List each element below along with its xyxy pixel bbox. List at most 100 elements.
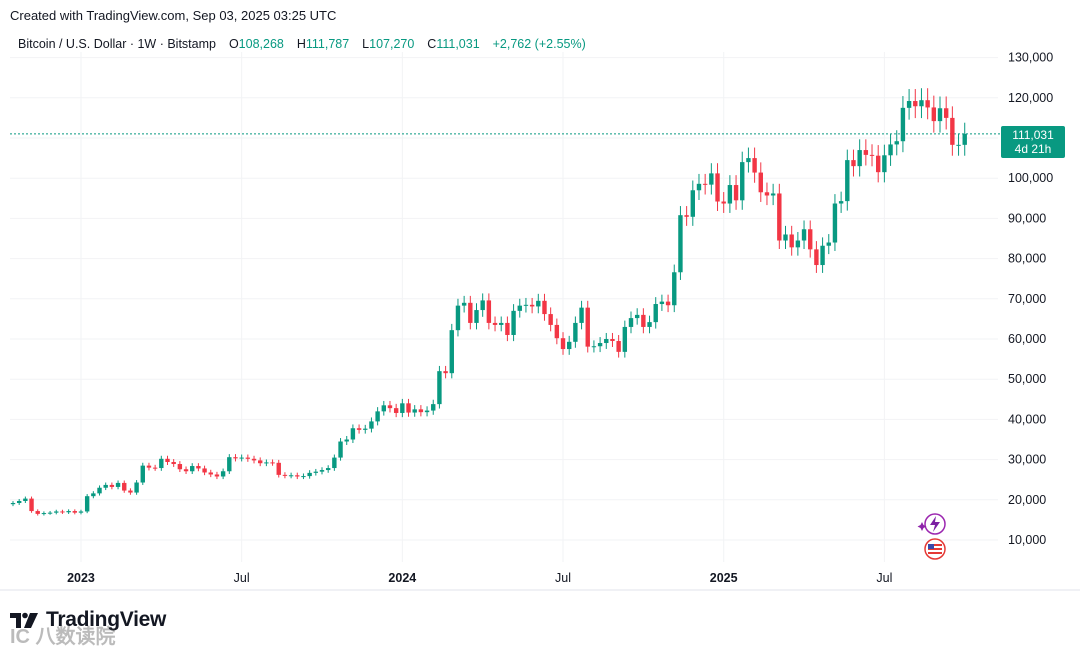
low-label: L [362,37,370,51]
candle-body [418,409,424,413]
candle-body [233,457,238,459]
candle-body [214,474,220,477]
y-tick-label: 10,000 [1008,533,1046,547]
y-tick-label: 20,000 [1008,493,1046,507]
logo-text: TradingView [46,608,167,631]
candle-body [282,474,288,476]
candle-body [641,314,646,327]
candle-body [369,421,374,429]
candle-body [480,300,485,311]
candle-body [97,487,102,494]
candle-body [449,330,454,374]
low-value: 107,270 [369,37,415,51]
y-axis[interactable]: 10,000 20,000 30,000 40,000 50,000 60,000 70,0… [1008,51,1053,547]
candle-body [659,301,665,305]
candle-body [733,185,739,201]
candle-body [838,201,844,204]
candle-body [332,457,337,469]
candle-body [919,100,924,107]
candle-body [356,428,362,430]
candle-body [931,107,937,122]
candle-body [567,341,572,350]
candle-body [684,215,689,217]
candle-body [950,117,955,145]
candle-body [845,160,850,202]
candle-body [548,314,553,325]
candle-body [72,511,77,513]
candle-body [270,462,275,464]
candle-body [647,322,652,327]
candle-body [492,322,498,325]
candle-body [789,234,794,248]
candle-body [60,511,65,513]
candle-body [190,466,195,472]
candle-body [913,101,918,107]
tradingview-logo[interactable]: TradingView [10,608,166,632]
candle-body [16,501,22,504]
candle-body [777,193,782,241]
candle-body [431,404,436,411]
candle-body [542,300,547,315]
high-value: 111,787 [305,37,350,51]
candle-body [461,302,467,306]
candle-body [264,462,269,464]
y-tick-label: 90,000 [1008,211,1046,225]
candle-body [406,403,411,413]
candle-body [344,439,349,442]
candle-body [245,457,251,459]
event-lightning-icon[interactable] [917,513,946,535]
candle-body [202,468,207,473]
candle-body [808,229,813,250]
open-value: 108,268 [238,37,284,51]
candle-body [770,193,776,196]
change-value: +2,762 (+2.55%) [492,37,586,51]
candle-body [177,464,183,470]
candle-body [956,144,961,146]
candle-body [29,498,34,512]
candle-body [597,343,603,347]
candle-body [709,173,714,185]
candle-body [338,441,343,458]
price-tag-countdown: 4d 21h [1015,142,1052,156]
close-label: C [427,37,437,51]
price-tag: 111,031 4d 21h [1001,126,1065,158]
candle-body [499,322,504,325]
us-flag-icon[interactable] [924,538,946,560]
candle-body [437,371,442,405]
watermark: IC 八数读院 [10,626,116,648]
candle-body [66,511,71,513]
candle-body [387,405,393,409]
candle-body [857,150,862,167]
candle-body [412,409,417,413]
candle-body [721,201,726,204]
candle-body [560,338,566,350]
candle-body [375,411,380,422]
created-with-text: Created with TradingView.com, Sep 03, 20… [10,8,337,23]
x-axis[interactable]: 2023 Jul 2024 Jul 2025 Jul [0,571,1080,591]
candle-body [579,307,584,323]
open-label: O [228,37,239,51]
y-tick-label: 120,000 [1008,91,1053,105]
candle-body [937,108,943,122]
candle-body [715,173,720,202]
candle-body [23,498,28,502]
y-tick-label: 40,000 [1008,412,1046,426]
candle-body [943,108,949,118]
high-label: H [296,37,306,51]
candle-body [363,428,368,430]
x-tick-label: 2025 [710,571,738,585]
symbol-title[interactable]: Bitcoin / U.S. Dollar · 1W · Bitstamp [18,37,216,51]
candle-body [41,513,47,515]
candle-body [529,304,535,307]
candle-body [665,301,671,306]
candle-body [468,302,473,323]
candle-body [523,304,529,306]
candle-body [313,471,319,473]
candle-body [962,133,967,145]
candle-body [653,304,658,323]
candle-body [146,465,152,468]
candle-body [258,460,263,464]
candle-body [678,215,683,273]
candle-body [84,496,90,512]
